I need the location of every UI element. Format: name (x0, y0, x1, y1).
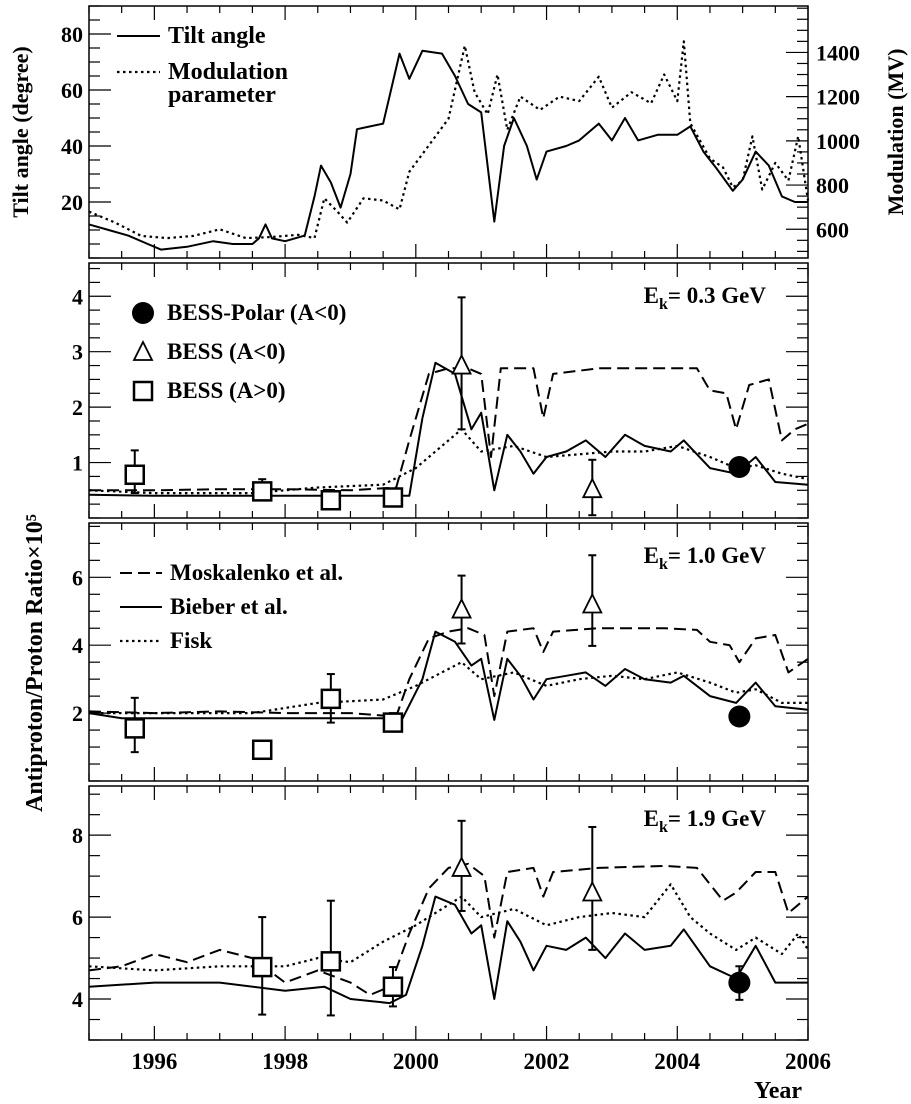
data-point-square (320, 688, 342, 710)
legend-ek10: Moskalenko et al. Bieber et al. Fisk (120, 560, 343, 653)
y-tick-label: 6 (72, 565, 83, 590)
x-ticks-ek10 (88, 523, 809, 781)
legend-marker-circle (132, 302, 154, 324)
data-point-triangle (581, 592, 603, 614)
data-point-square (382, 712, 404, 733)
y2-tick-label: 1400 (816, 40, 860, 65)
legend-label: parameter (168, 82, 276, 108)
data-points-ek19 (251, 819, 751, 1017)
y-tick-label: 60 (61, 78, 83, 103)
data-point-square (251, 739, 273, 761)
y-tick-label: 4 (72, 633, 83, 658)
legend-label: BESS (A>0) (167, 378, 286, 403)
series-ek19 (88, 862, 809, 1005)
x-tick-label: 2006 (785, 1049, 831, 1074)
series-bieber-et-al- (88, 361, 809, 497)
x-tick-label: 1998 (262, 1049, 308, 1074)
y2-tick-label: 600 (816, 217, 849, 242)
y2-tick-label: 1000 (816, 129, 860, 154)
data-point-circle (728, 971, 751, 994)
x-ticks-ek03 (88, 263, 809, 518)
y2-tick-label: 800 (816, 173, 849, 198)
legend-ek03: BESS-Polar (A<0) BESS (A<0) BESS (A>0) (132, 300, 346, 403)
y-axis-ek10: 2 4 6 (72, 525, 808, 782)
y-tick-label: 2 (72, 701, 83, 726)
data-point-square (251, 956, 273, 978)
data-point-square (382, 976, 404, 997)
panel-ek19: 4 6 8 Ek= 1.9 GeV 1996 1998 2000 2002 2004 2006 (72, 785, 831, 1074)
series-top (88, 40, 810, 251)
y-tick-label: 3 (72, 340, 83, 365)
series-bieber-et-al- (88, 630, 809, 721)
energy-label-ek03: Ek= 0.3 GeV (644, 283, 767, 313)
data-point-square (124, 718, 146, 739)
series-fisk (88, 428, 809, 495)
series-moskalenko-et-al- (88, 627, 809, 718)
y-tick-label: 2 (72, 395, 83, 420)
data-point-triangle (581, 477, 603, 499)
series-moskalenko-et-al- (89, 367, 809, 492)
y2-tick-label: 1200 (816, 85, 860, 110)
y-tick-label: 6 (72, 905, 83, 930)
y-tick-label: 4 (72, 987, 83, 1012)
energy-label-ek10: Ek= 1.0 GeV (644, 543, 767, 573)
legend-label: BESS (A<0) (167, 339, 286, 364)
x-tick-label: 2004 (654, 1049, 701, 1074)
data-point-square (382, 487, 404, 508)
y2-axis-top: 600 800 1000 1200 1400 Modulation (MV) (786, 7, 908, 252)
common-y-axis-label: Antiproton/Proton Ratio×10⁵ (22, 514, 48, 812)
y-axis-ek03: 1 2 3 4 (72, 267, 808, 519)
series-moskalenko-et-al- (88, 862, 809, 996)
x-axis-label: Year (754, 1078, 802, 1104)
data-points-ek10 (124, 554, 751, 761)
y-axis-label: Tilt angle (degree) (8, 46, 33, 218)
data-points-ek03 (124, 296, 751, 517)
data-point-triangle (451, 597, 473, 619)
data-point-square (320, 490, 342, 511)
x-ticks-top (88, 6, 809, 258)
data-point-square (320, 951, 342, 972)
data-point-triangle (581, 880, 603, 902)
legend-marker-triangle (132, 339, 154, 361)
x-tick-label: 2002 (524, 1049, 570, 1074)
legend-label: BESS-Polar (A<0) (167, 300, 346, 325)
y-axis-top: 20 40 60 80 (61, 5, 111, 259)
series-tilt-angle (88, 49, 808, 251)
common-y-axis-label-text: Antiproton/Proton Ratio×10⁵ (22, 514, 48, 812)
legend-marker-square (132, 380, 154, 402)
data-point-triangle (451, 855, 473, 877)
y2-axis-label: Modulation (MV) (883, 49, 908, 216)
data-point-square (124, 464, 146, 486)
series-modulation-parameter (88, 40, 810, 240)
legend-label: Tilt angle (168, 23, 266, 49)
series-bieber-et-al- (88, 895, 808, 1005)
panel-top: 20 40 60 80 600 800 1000 1200 1400 Modulation (MV… (8, 5, 908, 259)
y-tick-label: 4 (72, 284, 83, 309)
y-tick-label: 80 (61, 22, 83, 47)
legend-label: Fisk (170, 628, 212, 653)
y-tick-label: 8 (72, 823, 83, 848)
panel-ek10: 2 4 6 Ek= 1.0 GeV Moskalenko et al. Bieber et… (72, 522, 809, 782)
data-point-circle (728, 456, 751, 478)
legend-label: Bieber et al. (170, 594, 288, 619)
legend-label: Modulation (168, 59, 288, 85)
y-tick-label: 20 (61, 190, 83, 215)
energy-label-ek19: Ek= 1.9 GeV (644, 806, 767, 836)
data-point-triangle (451, 353, 473, 375)
x-tick-label: 1996 (131, 1049, 177, 1074)
legend-label: Moskalenko et al. (170, 560, 343, 585)
panels: 20 40 60 80 600 800 1000 1200 1400 Modulation (MV… (8, 5, 908, 1074)
y-tick-label: 1 (72, 451, 83, 476)
data-point-circle (728, 705, 751, 728)
x-tick-label: 2000 (393, 1049, 439, 1074)
data-point-square (251, 481, 273, 502)
y-tick-label: 40 (61, 134, 83, 159)
series-fisk (88, 883, 809, 972)
x-tick-labels: 1996 1998 2000 2002 2004 2006 (131, 1049, 831, 1074)
y-axis-ek19: 4 6 8 (72, 793, 808, 1041)
panel-ek03: 1 2 3 4 Ek= 0.3 GeV BESS-Polar (A<0) BESS (A<0… (72, 262, 809, 519)
x-ticks-ek19 (88, 786, 809, 1040)
